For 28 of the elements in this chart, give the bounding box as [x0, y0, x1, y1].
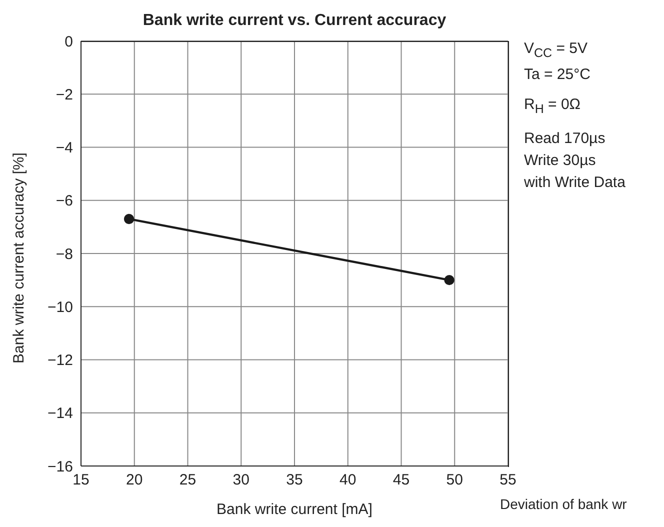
- x-tick-label: 45: [392, 472, 410, 489]
- y-tick-label: −6: [56, 192, 73, 210]
- y-tick-label: 0: [64, 33, 73, 50]
- y-tick-label: −16: [48, 458, 73, 476]
- text: Read 170µs: [524, 129, 606, 149]
- x-tick-label: 25: [179, 472, 196, 489]
- y-tick-label: −2: [56, 86, 73, 104]
- text: Deviation of bank wr: [500, 496, 627, 512]
- y-tick-label: −8: [56, 246, 73, 263]
- x-tick-label: 30: [232, 472, 250, 489]
- y-tick-label: −14: [48, 405, 73, 422]
- text: V$_{CC}$ = 5V: [524, 39, 589, 62]
- x-axis-title: Bank write current [mA]: [216, 501, 372, 518]
- x-tick-label: 20: [126, 472, 143, 489]
- x-tick-label: 55: [500, 472, 516, 489]
- y-axis-title: Bank write current accuracy [%]: [10, 152, 28, 364]
- x-tick-label: 15: [72, 472, 90, 489]
- chart-title: Bank write current vs. Current accuracy: [142, 12, 448, 30]
- x-tick-label: 35: [286, 472, 303, 489]
- text: Write 30µs: [524, 151, 597, 171]
- text: with Write Data: [524, 173, 626, 193]
- text: R$_{H}$ = 0Ω: [524, 95, 582, 118]
- y-tick-label: −4: [56, 140, 73, 157]
- y-tick-label: −12: [48, 352, 73, 370]
- x-tick-label: 40: [340, 472, 356, 489]
- y-tick-label: −10: [48, 298, 73, 316]
- text: Ta = 25°C: [524, 65, 592, 85]
- x-tick-label: 50: [446, 472, 463, 489]
